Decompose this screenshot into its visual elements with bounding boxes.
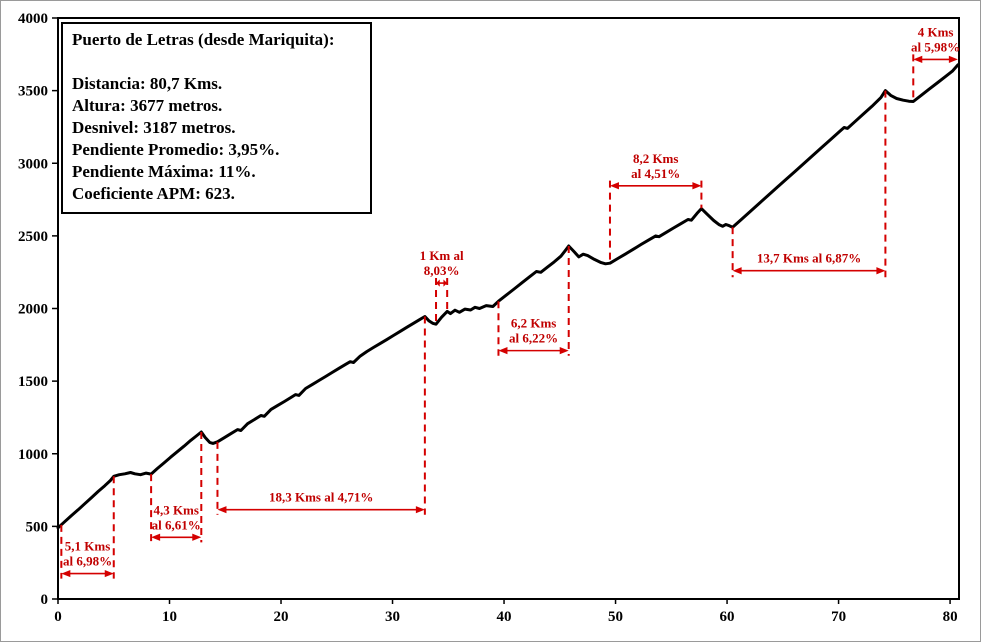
- info-box-title: Puerto de Letras (desde Mariquita):: [72, 30, 335, 49]
- info-box-line-coeficiente-apm: Coeficiente APM: 623.: [72, 184, 235, 203]
- segment-arrowhead-left: [436, 279, 440, 287]
- segment-arrowhead-left: [61, 569, 71, 578]
- segment-annotation-label: 5,1 Kms: [65, 539, 111, 554]
- info-box-line-pendiente-promedio: Pendiente Promedio: 3,95%.: [72, 140, 280, 159]
- info-box-line-desnivel: Desnivel: 3187 metros.: [72, 118, 236, 137]
- info-box: Puerto de Letras (desde Mariquita): Dist…: [61, 22, 372, 214]
- segment-annotation-label: al 6,22%: [509, 331, 558, 346]
- segment-annotation-label: 8,2 Kms: [633, 151, 679, 166]
- segment-arrowhead-left: [498, 347, 508, 355]
- x-axis-tick-label: 40: [497, 609, 512, 625]
- segment-arrowhead-left: [913, 55, 923, 63]
- y-axis-tick-label: 0: [41, 592, 49, 608]
- info-box-line-distancia: Distancia: 80,7 Kms.: [72, 74, 223, 93]
- segment-arrowhead-left: [609, 182, 619, 190]
- x-axis-tick-label: 50: [608, 609, 623, 625]
- segment-arrowhead-left: [732, 267, 742, 275]
- segment-annotation-label: 18,3 Kms al 4,71%: [269, 490, 373, 505]
- segment-annotation-label: al 4,51%: [631, 166, 680, 181]
- segment-arrowhead-right: [415, 506, 425, 514]
- segment-arrowhead-right: [443, 279, 448, 287]
- y-axis-tick-label: 4000: [18, 11, 48, 27]
- segment-arrowhead-right: [692, 182, 702, 190]
- segment-annotation-label: 13,7 Kms al 6,87%: [757, 251, 861, 266]
- x-axis-tick-label: 80: [943, 609, 958, 625]
- x-axis-tick-label: 60: [720, 609, 735, 625]
- x-axis-tick-label: 0: [54, 609, 62, 625]
- y-axis-tick-label: 3500: [18, 84, 48, 100]
- segment-annotation-label: al 6,98%: [63, 554, 112, 569]
- segment-arrowhead-right: [948, 55, 958, 63]
- segment-arrowhead-right: [559, 347, 569, 355]
- x-axis-tick-label: 20: [274, 609, 289, 625]
- segment-arrowhead-right: [876, 267, 886, 275]
- segment-annotation-label: 1 Km al: [420, 248, 464, 263]
- y-axis-tick-label: 1000: [18, 447, 48, 463]
- y-axis-tick-label: 2000: [18, 302, 48, 318]
- y-axis-tick-label: 500: [26, 519, 49, 535]
- x-axis-tick-label: 70: [831, 609, 846, 625]
- y-axis-tick-label: 3000: [18, 156, 48, 172]
- y-axis-tick-label: 1500: [18, 374, 48, 390]
- x-axis-tick-label: 10: [162, 609, 177, 625]
- info-box-line-altura: Altura: 3677 metros.: [72, 96, 223, 115]
- segment-annotation-label: al 5,98%: [911, 39, 960, 54]
- info-box-line-pendiente-maxima: Pendiente Máxima: 11%.: [72, 162, 256, 181]
- elevation-profile-line: [56, 63, 960, 530]
- segment-annotation-label: 8,03%: [424, 263, 460, 278]
- segment-arrowhead-left: [217, 506, 227, 514]
- segment-annotation-label: al 6,61%: [152, 517, 201, 532]
- segment-annotation-label: 4 Kms: [918, 24, 954, 39]
- y-axis-tick-label: 2500: [18, 229, 48, 245]
- segment-annotation-label: 6,2 Kms: [511, 316, 557, 331]
- segment-arrowhead-left: [151, 533, 161, 541]
- segment-arrowhead-right: [104, 569, 114, 578]
- segment-arrowhead-right: [192, 533, 202, 541]
- x-axis-tick-label: 30: [385, 609, 400, 625]
- segment-annotation-label: 4,3 Kms: [153, 502, 199, 517]
- info-box-spacer: [72, 51, 362, 73]
